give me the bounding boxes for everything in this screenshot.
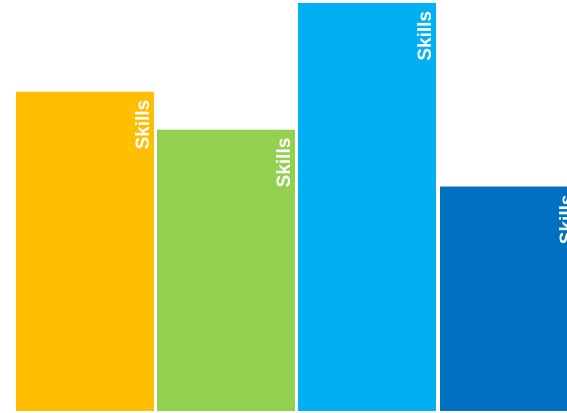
bars-group	[16, 2, 567, 412]
bar-4	[440, 186, 567, 411]
bar-2	[157, 129, 295, 412]
bar-labels-group: Skills Skills Skills Skills	[133, 11, 567, 244]
bar-label-3: Skills	[415, 11, 436, 61]
bar-label-4: Skills	[557, 195, 567, 245]
bar-label-1: Skills	[133, 100, 154, 150]
bar-label-2: Skills	[274, 138, 295, 188]
bar-1	[16, 91, 154, 411]
bar-3	[298, 2, 436, 412]
